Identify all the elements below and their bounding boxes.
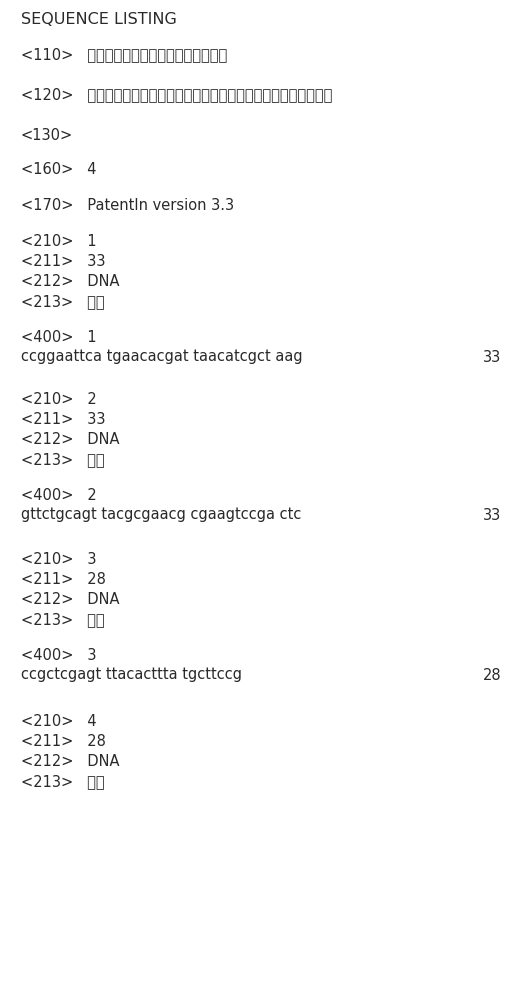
Text: SEQUENCE LISTING: SEQUENCE LISTING (21, 12, 176, 27)
Text: <211>   33: <211> 33 (21, 254, 105, 269)
Text: ccggaattca tgaacacgat taacatcgct aag: ccggaattca tgaacacgat taacatcgct aag (21, 350, 302, 364)
Text: <110>   中国科学院天津工业生物技术研究所: <110> 中国科学院天津工业生物技术研究所 (21, 47, 227, 62)
Text: <130>: <130> (21, 127, 73, 142)
Text: <400>   1: <400> 1 (21, 330, 96, 344)
Text: <400>   3: <400> 3 (21, 648, 96, 662)
Text: 28: 28 (482, 668, 501, 682)
Text: <212>   DNA: <212> DNA (21, 592, 119, 607)
Text: <211>   28: <211> 28 (21, 734, 105, 750)
Text: 33: 33 (482, 508, 501, 522)
Text: <120>   表达羟基酪醇和羟基酪醇葡萄糖苷的大肠杆菌及构建方法及应用: <120> 表达羟基酪醇和羟基酪醇葡萄糖苷的大肠杆菌及构建方法及应用 (21, 88, 332, 103)
Text: <210>   1: <210> 1 (21, 234, 96, 249)
Text: <400>   2: <400> 2 (21, 488, 96, 502)
Text: <213>   人工: <213> 人工 (21, 294, 104, 310)
Text: <210>   3: <210> 3 (21, 552, 96, 568)
Text: <213>   人工: <213> 人工 (21, 612, 104, 628)
Text: 33: 33 (482, 350, 501, 364)
Text: <170>   PatentIn version 3.3: <170> PatentIn version 3.3 (21, 198, 234, 213)
Text: <212>   DNA: <212> DNA (21, 274, 119, 290)
Text: ccgctcgagt ttacacttta tgcttccg: ccgctcgagt ttacacttta tgcttccg (21, 668, 241, 682)
Text: <213>   人工: <213> 人工 (21, 452, 104, 468)
Text: <210>   4: <210> 4 (21, 714, 96, 730)
Text: <210>   2: <210> 2 (21, 392, 96, 408)
Text: <213>   人工: <213> 人工 (21, 774, 104, 790)
Text: <211>   28: <211> 28 (21, 572, 105, 587)
Text: <160>   4: <160> 4 (21, 162, 96, 178)
Text: <212>   DNA: <212> DNA (21, 432, 119, 448)
Text: <211>   33: <211> 33 (21, 412, 105, 428)
Text: gttctgcagt tacgcgaacg cgaagtccga ctc: gttctgcagt tacgcgaacg cgaagtccga ctc (21, 508, 301, 522)
Text: <212>   DNA: <212> DNA (21, 754, 119, 770)
